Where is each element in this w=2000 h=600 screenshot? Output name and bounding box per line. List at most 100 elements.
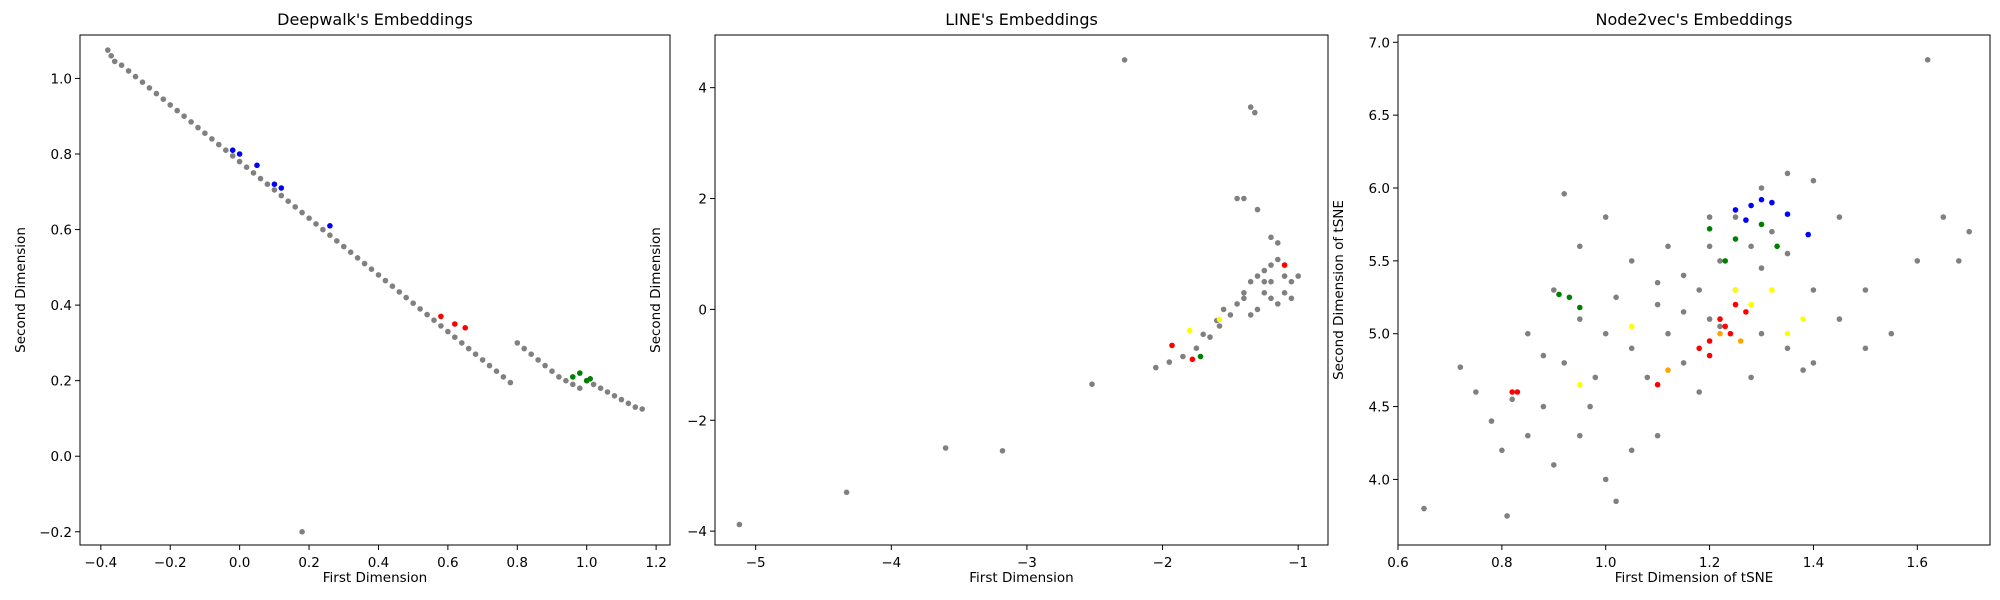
- data-point: [1836, 316, 1843, 322]
- data-point: [570, 381, 576, 388]
- data-point: [174, 107, 180, 114]
- data-point: [493, 368, 500, 375]
- data-point: [1540, 352, 1547, 359]
- data-point: [1940, 214, 1947, 220]
- data-point: [486, 362, 493, 369]
- data-point: [327, 223, 333, 229]
- data-point: [139, 79, 146, 85]
- data-point: [535, 357, 541, 363]
- data-point: [1613, 498, 1619, 505]
- data-point: [1732, 214, 1739, 220]
- data-point: [271, 181, 278, 187]
- data-point: [1186, 327, 1193, 334]
- data-point: [1748, 374, 1754, 381]
- data-point: [1602, 476, 1609, 483]
- data-point: [299, 209, 305, 216]
- data-point: [465, 345, 472, 352]
- data-point: [250, 170, 257, 176]
- data-point: [542, 362, 548, 369]
- data-point: [334, 238, 340, 244]
- data-point: [1268, 234, 1274, 241]
- data-point: [521, 345, 527, 352]
- data-point: [1732, 207, 1739, 213]
- data-point: [999, 448, 1006, 454]
- data-point: [285, 198, 292, 204]
- x-tick-label: −4: [881, 555, 901, 571]
- data-point: [942, 445, 949, 451]
- x-tick-label: 0.0: [229, 555, 250, 571]
- data-point: [438, 323, 444, 329]
- data-point: [1654, 432, 1661, 439]
- data-point: [1784, 345, 1791, 352]
- data-point: [111, 58, 118, 65]
- data-point: [1732, 287, 1739, 293]
- data-point: [1551, 287, 1557, 293]
- y-tick-label: 4: [698, 81, 707, 97]
- data-point: [1561, 191, 1567, 197]
- data-point: [1810, 287, 1817, 293]
- y-tick-label: 0: [698, 302, 707, 318]
- x-tick-label: 1.2: [645, 555, 666, 571]
- data-point: [1488, 418, 1495, 424]
- data-point: [1862, 345, 1869, 352]
- data-point: [1628, 323, 1635, 330]
- data-point: [1732, 236, 1739, 242]
- data-point: [1706, 226, 1713, 232]
- data-point: [1200, 331, 1206, 338]
- y-tick-label: 0.4: [51, 298, 72, 314]
- data-point: [181, 113, 187, 119]
- x-tick-label: 0.4: [368, 555, 389, 571]
- data-point: [306, 215, 312, 221]
- y-tick-label: 0.2: [51, 374, 72, 390]
- data-point: [514, 340, 521, 346]
- data-point: [202, 130, 208, 136]
- data-point: [1654, 301, 1661, 308]
- data-point: [1956, 258, 1962, 264]
- data-point: [1247, 312, 1254, 318]
- data-point: [1654, 381, 1661, 388]
- axes-frame: [79, 34, 671, 546]
- x-tick-label: −5: [746, 555, 766, 571]
- data-point: [1628, 447, 1635, 454]
- data-point: [327, 232, 333, 238]
- data-point: [118, 62, 125, 68]
- data-point: [292, 204, 299, 210]
- data-point: [1758, 221, 1765, 228]
- y-tick-label: 7.0: [1369, 35, 1390, 51]
- data-point: [229, 147, 236, 153]
- data-point: [313, 221, 319, 227]
- data-point: [1628, 345, 1635, 352]
- data-point: [347, 249, 354, 255]
- x-axis-label: First Dimension of tSNE: [1615, 570, 1774, 586]
- data-point: [153, 90, 160, 97]
- data-point: [1888, 330, 1895, 337]
- data-point: [132, 73, 139, 80]
- data-point: [1706, 352, 1713, 359]
- data-point: [1525, 432, 1531, 439]
- data-point: [611, 393, 618, 399]
- data-point: [1784, 170, 1791, 177]
- data-point: [1602, 214, 1609, 220]
- data-point: [1275, 240, 1281, 246]
- data-point: [354, 255, 361, 261]
- data-point: [236, 151, 243, 157]
- data-point: [1169, 342, 1175, 349]
- data-point: [452, 321, 458, 327]
- data-point: [1509, 389, 1515, 395]
- data-point: [1556, 291, 1562, 298]
- data-point: [1696, 389, 1702, 395]
- data-point: [417, 306, 423, 312]
- data-point: [375, 272, 382, 278]
- data-point: [1805, 231, 1811, 238]
- data-point: [264, 181, 271, 187]
- data-point: [438, 313, 444, 320]
- data-point: [223, 147, 229, 153]
- data-point: [1509, 396, 1515, 403]
- data-point: [500, 374, 507, 380]
- data-point: [278, 185, 285, 191]
- data-point: [1722, 258, 1728, 264]
- x-tick-label: −0.4: [84, 555, 117, 571]
- data-point: [604, 389, 611, 395]
- data-point: [1421, 505, 1427, 512]
